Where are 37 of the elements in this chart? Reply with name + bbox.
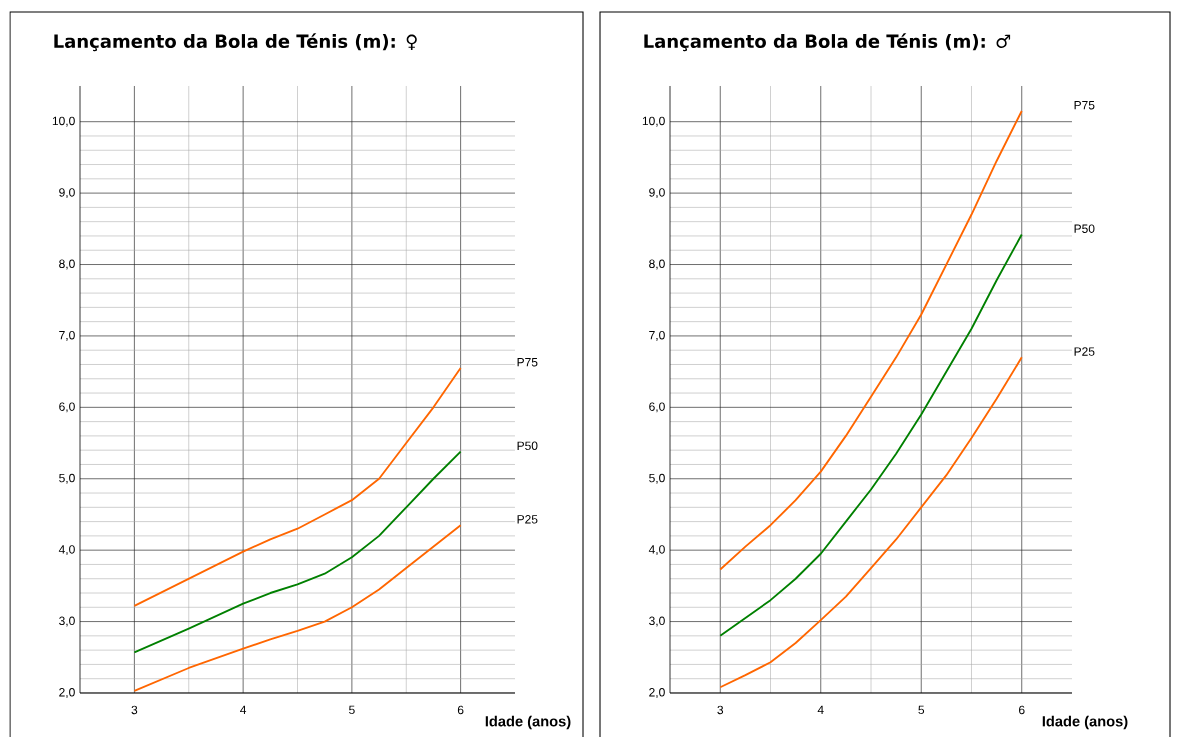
y-tick-label: 8,0 — [59, 259, 75, 270]
text: P50 — [517, 441, 538, 451]
x-tick-label: 3 — [717, 705, 724, 715]
y-tick-label: 7,0 — [59, 330, 75, 341]
x-tick-label: 6 — [457, 705, 464, 715]
x-tick-label: 6 — [1019, 705, 1025, 715]
text: P75 — [1074, 101, 1095, 110]
y-tick-label: 4,0 — [648, 545, 665, 556]
x-tick-label: 3 — [131, 705, 138, 715]
y-tick-label: 10,0 — [52, 116, 75, 127]
y-tick-label: 6,0 — [59, 402, 75, 413]
x-tick-label: 4 — [240, 705, 247, 714]
line-series — [133, 450, 462, 654]
y-tick-label: 5,0 — [59, 473, 75, 484]
y-tick-label: 6,0 — [649, 402, 665, 413]
x-tick-label: 4 — [817, 705, 824, 714]
chart-title: Lançamento da Bola de Ténis (m): ♀ — [54, 33, 417, 52]
y-tick-label: 5,0 — [649, 473, 665, 484]
y-tick-label: 2,0 — [649, 688, 665, 698]
text: P25 — [1074, 347, 1095, 356]
x-tick-label: 5 — [918, 705, 925, 715]
x-axis-title: Idade (anos) — [485, 715, 571, 730]
y-tick-label: 10,0 — [642, 116, 665, 127]
y-tick-label: 4,0 — [58, 545, 75, 556]
text: P50 — [1074, 224, 1095, 233]
y-tick-label: 2,0 — [59, 688, 75, 698]
text: P25 — [517, 515, 538, 524]
y-tick-label: 8,0 — [649, 259, 665, 270]
y-tick-label: 9,0 — [59, 188, 75, 199]
y-tick-label: 3,0 — [59, 616, 75, 627]
y-tick-label: 9,0 — [649, 188, 665, 199]
text: P75 — [517, 358, 538, 367]
y-tick-label: 7,0 — [649, 330, 665, 341]
x-tick-label: 5 — [349, 705, 355, 715]
y-tick-label: 3,0 — [649, 616, 665, 627]
chart-title: Lançamento da Bola de Ténis (m): ♂ — [644, 33, 1011, 52]
x-axis-title: Idade (anos) — [1042, 715, 1128, 730]
